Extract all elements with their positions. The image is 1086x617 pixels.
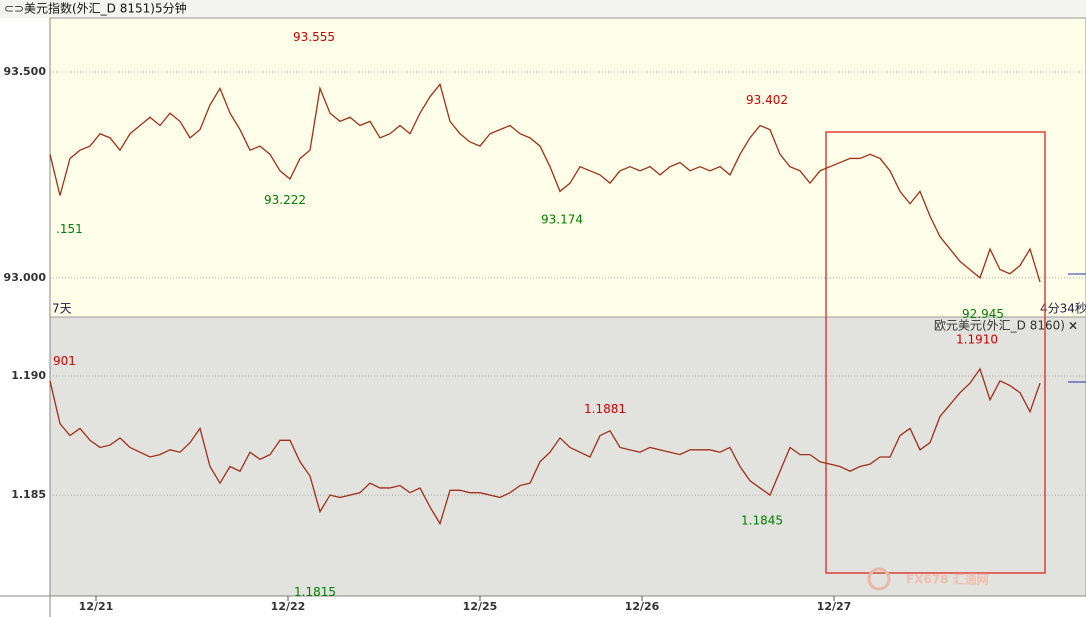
extreme-label: 92.945: [962, 307, 1004, 321]
extreme-label: 1.1881: [584, 402, 626, 416]
y-tick-label: 93.000: [4, 271, 47, 284]
close-icon[interactable]: ×: [1068, 319, 1078, 333]
extreme-label: 93.174: [541, 213, 583, 227]
range-label: 7天: [52, 302, 72, 316]
price-line: [49, 82, 1041, 283]
highlight-box: [825, 131, 1046, 574]
chart-title: 美元指数(外汇_D 8151)5分钟: [24, 1, 187, 16]
watermark-logo: [867, 567, 891, 591]
y-tick-label: 1.190: [11, 369, 46, 382]
title-icon: ⊂⊃: [4, 2, 24, 16]
x-tick-label: 12/25: [463, 600, 498, 613]
x-tick-label: 12/26: [625, 600, 660, 613]
extreme-label: 901: [53, 354, 76, 368]
top-panel: [49, 17, 1086, 318]
x-tick-label: 12/27: [817, 600, 852, 613]
extreme-label: 93.222: [264, 193, 306, 207]
extreme-label: 1.1845: [741, 513, 783, 527]
extreme-label: 93.555: [293, 30, 335, 44]
panel-title: 欧元美元(外汇_D 8160): [934, 319, 1065, 333]
y-axis-area: [0, 18, 50, 617]
countdown: 4分34秒: [1040, 302, 1086, 316]
x-tick-label: 12/22: [271, 600, 306, 613]
extreme-label: 93.402: [746, 93, 788, 107]
x-tick-label: 12/21: [79, 600, 114, 613]
y-tick-label: 1.185: [11, 488, 46, 501]
bottom-panel: [49, 316, 1086, 597]
y-tick-label: 93.500: [4, 65, 47, 78]
price-line: [49, 367, 1041, 526]
extreme-label: .151: [56, 222, 83, 236]
extreme-label: 1.1910: [956, 333, 998, 347]
title-bar: [0, 0, 1086, 18]
extreme-label: 1.1815: [294, 585, 336, 599]
watermark: FX678 汇通网: [906, 572, 989, 587]
